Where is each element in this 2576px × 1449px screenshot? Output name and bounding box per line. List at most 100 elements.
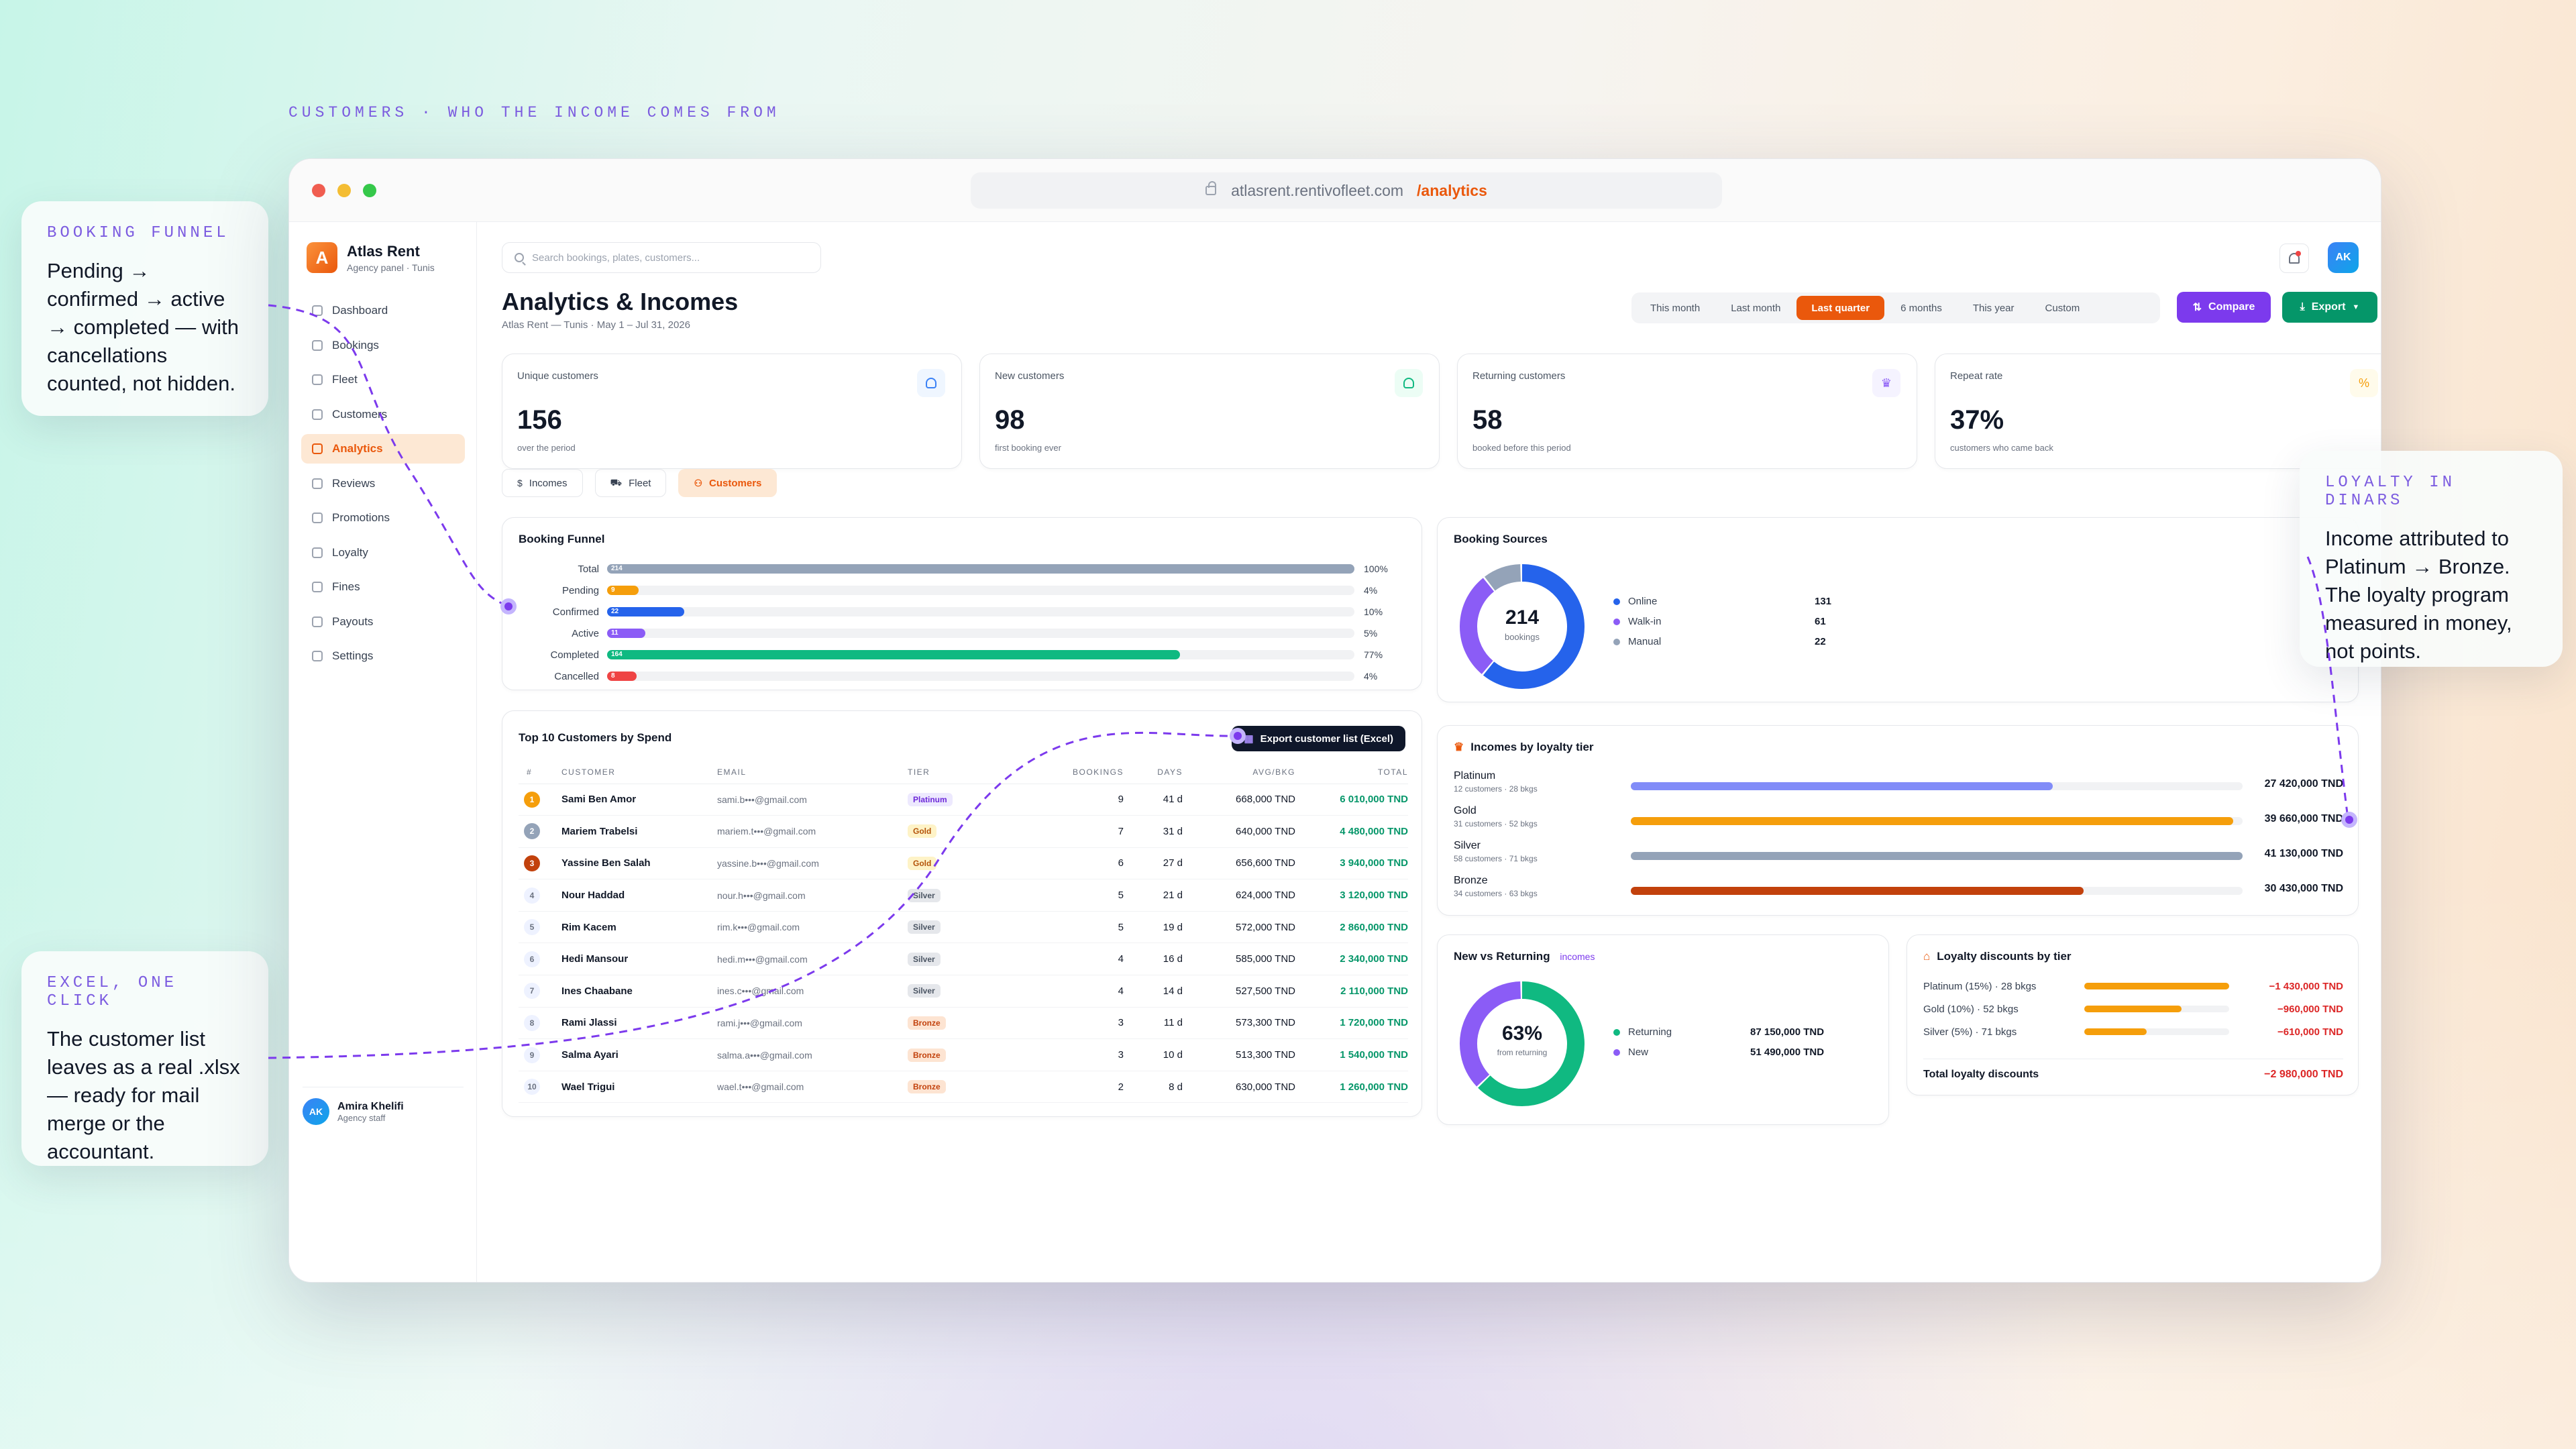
discount-row: Platinum (15%) · 28 bkgs −1 430,000 TND [1923,977,2343,996]
users-icon: ⚇ [694,477,703,488]
spreadsheet-icon: ▦ [1244,733,1254,745]
table-row[interactable]: 6 Hedi Mansour hedi.m•••@gmail.com Silver 4 1… [519,943,1408,976]
legend-label: New [1628,1046,1649,1058]
customer-name: Rami Jlassi [561,1007,717,1040]
kpi-value: 98 [995,405,1025,435]
loyalty-income-card: ♛ Incomes by loyalty tier Platinum 12 cust… [1437,725,2359,916]
export-excel-button[interactable]: ▦ Export customer list (Excel) [1232,726,1405,751]
tier-badge: Bronze [908,1080,946,1094]
column-header[interactable]: AVG/BKG [1183,761,1295,784]
sidebar-item-loyalty[interactable]: Loyalty [301,538,465,568]
table-row[interactable]: 4 Nour Haddad nour.h•••@gmail.com Silver 5 21… [519,879,1408,912]
tier-value: 30 430,000 TND [2264,883,2343,894]
sidebar-item-label: Fines [332,580,360,593]
range-option[interactable]: Last quarter [1796,296,1885,320]
sidebar-item-dashboard[interactable]: Dashboard [301,296,465,325]
top-avatar[interactable]: AK [2328,242,2359,273]
close-dot[interactable] [312,184,325,197]
maximize-dot[interactable] [363,184,376,197]
column-header[interactable]: # [519,761,561,784]
search-input[interactable]: Search bookings, plates, customers... [502,242,821,273]
callout-loyalty: LOYALTY IN DINARS Income attributed to Pl… [2300,451,2563,667]
range-option[interactable]: This month [1650,302,1701,314]
table-row[interactable]: 1 Sami Ben Amor sami.b•••@gmail.com Platinu… [519,784,1408,816]
export-button[interactable]: ⤓ Export ▼ [2282,292,2377,323]
range-option[interactable]: Custom [2045,302,2080,314]
donut-segment-online[interactable] [1483,564,1585,689]
tier-badge: Silver [908,920,941,934]
sidebar-item-label: Dashboard [332,304,388,317]
funnel-label: Cancelled [554,670,599,682]
donut-segment-returning[interactable] [1478,981,1585,1106]
table-row[interactable]: 9 Salma Ayari salma.a•••@gmail.com Bronze 3 1… [519,1038,1408,1071]
user-role: Agency staff [337,1112,386,1123]
legend-dot [1613,638,1620,645]
discount-row: Silver (5%) · 71 bkgs −610,000 TND [1923,1022,2343,1041]
funnel-track: 214 [607,564,1354,574]
range-option[interactable]: This year [1972,302,2015,314]
column-header[interactable]: CUSTOMER [561,761,717,784]
avg-per-booking: 573,300 TND [1183,1007,1295,1040]
discount-bar [2084,1028,2147,1035]
donut-segment-walk-in[interactable] [1460,578,1495,674]
returning-pct-label: from returning [1497,1048,1548,1057]
total-spend: 2 110,000 TND [1295,975,1408,1008]
funnel-label: Pending [561,584,599,596]
address-bar[interactable]: atlasrent.rentivofleet.com /analytics [971,172,1722,209]
tab-incomes[interactable]: $ Incomes [502,469,583,497]
search-placeholder: Search bookings, plates, customers... [532,252,700,264]
tier-meta: 58 customers · 71 bkgs [1454,854,1538,863]
kpi-card: Returning customers 58 booked before this … [1457,354,1917,469]
sidebar-item-analytics[interactable]: Analytics [301,434,465,464]
legend-item: Walk-in 61 [1613,616,1841,627]
sidebar-item-customers[interactable]: Customers [301,400,465,429]
tier-income-row: Bronze 34 customers · 63 bkgs 30 430,000 T… [1454,875,2343,910]
compare-button[interactable]: ⇅ Compare [2177,292,2271,323]
column-header[interactable]: TOTAL [1295,761,1408,784]
grid-icon [312,305,323,316]
sidebar: A Atlas Rent Agency panel · Tunis Dashbo… [289,222,477,1282]
user-name: Amira Khelifi [337,1100,404,1112]
brand-logo: A [307,242,337,273]
rank-badge: 10 [524,1079,540,1095]
tier-income-row: Gold 31 customers · 52 bkgs 39 660,000 TND [1454,805,2343,840]
table-row[interactable]: 3 Yassine Ben Salah yassine.b•••@gmail.com… [519,847,1408,880]
range-option[interactable]: 6 months [1900,302,1942,314]
sidebar-item-bookings[interactable]: Bookings [301,331,465,360]
section-eyebrow: CUSTOMERS · WHO THE INCOME COMES FROM [288,104,780,121]
user-profile[interactable]: AK Amira Khelifi Agency staff [303,1087,464,1125]
browser-titlebar: atlasrent.rentivofleet.com /analytics [289,159,2381,222]
column-header[interactable]: DAYS [1124,761,1183,784]
donut-segment-new[interactable] [1460,981,1521,1087]
table-row[interactable]: 10 Wael Trigui wael.t•••@gmail.com Bronze 2 8… [519,1071,1408,1104]
sidebar-item-payouts[interactable]: Payouts [301,607,465,637]
brand[interactable]: A Atlas Rent Agency panel · Tunis [307,242,435,273]
tab-customers[interactable]: ⚇ Customers [678,469,777,497]
column-header[interactable]: EMAIL [717,761,908,784]
column-header[interactable]: TIER [908,761,1026,784]
legend-dot [1613,1049,1620,1056]
donut-segment-manual[interactable] [1485,564,1521,591]
tab-fleet[interactable]: ⛟ Fleet [594,469,667,497]
minimize-dot[interactable] [337,184,351,197]
bookings-count: 3 [1026,1038,1124,1071]
table-row[interactable]: 8 Rami Jlassi rami.j•••@gmail.com Bronze 3 11… [519,1007,1408,1040]
customer-email: nour.h•••@gmail.com [717,879,908,912]
customer-email: wael.t•••@gmail.com [717,1071,908,1104]
notifications-button[interactable] [2279,244,2309,273]
avg-per-booking: 668,000 TND [1183,784,1295,816]
sidebar-item-fleet[interactable]: Fleet [301,365,465,394]
sidebar-item-promotions[interactable]: Promotions [301,503,465,533]
customer-email: sami.b•••@gmail.com [717,784,908,816]
table-row[interactable]: 7 Ines Chaabane ines.c•••@gmail.com Silver 4… [519,975,1408,1008]
sidebar-item-reviews[interactable]: Reviews [301,469,465,498]
sidebar-item-settings[interactable]: Settings [301,641,465,671]
sidebar-item-fines[interactable]: Fines [301,572,465,602]
range-option[interactable]: Last month [1731,302,1781,314]
column-header[interactable]: BOOKINGS [1026,761,1124,784]
crown-icon: ♛ [1454,741,1464,753]
customer-email: hedi.m•••@gmail.com [717,943,908,976]
days-count: 10 d [1124,1038,1183,1071]
table-row[interactable]: 2 Mariem Trabelsi mariem.t•••@gmail.com Gol… [519,815,1408,848]
